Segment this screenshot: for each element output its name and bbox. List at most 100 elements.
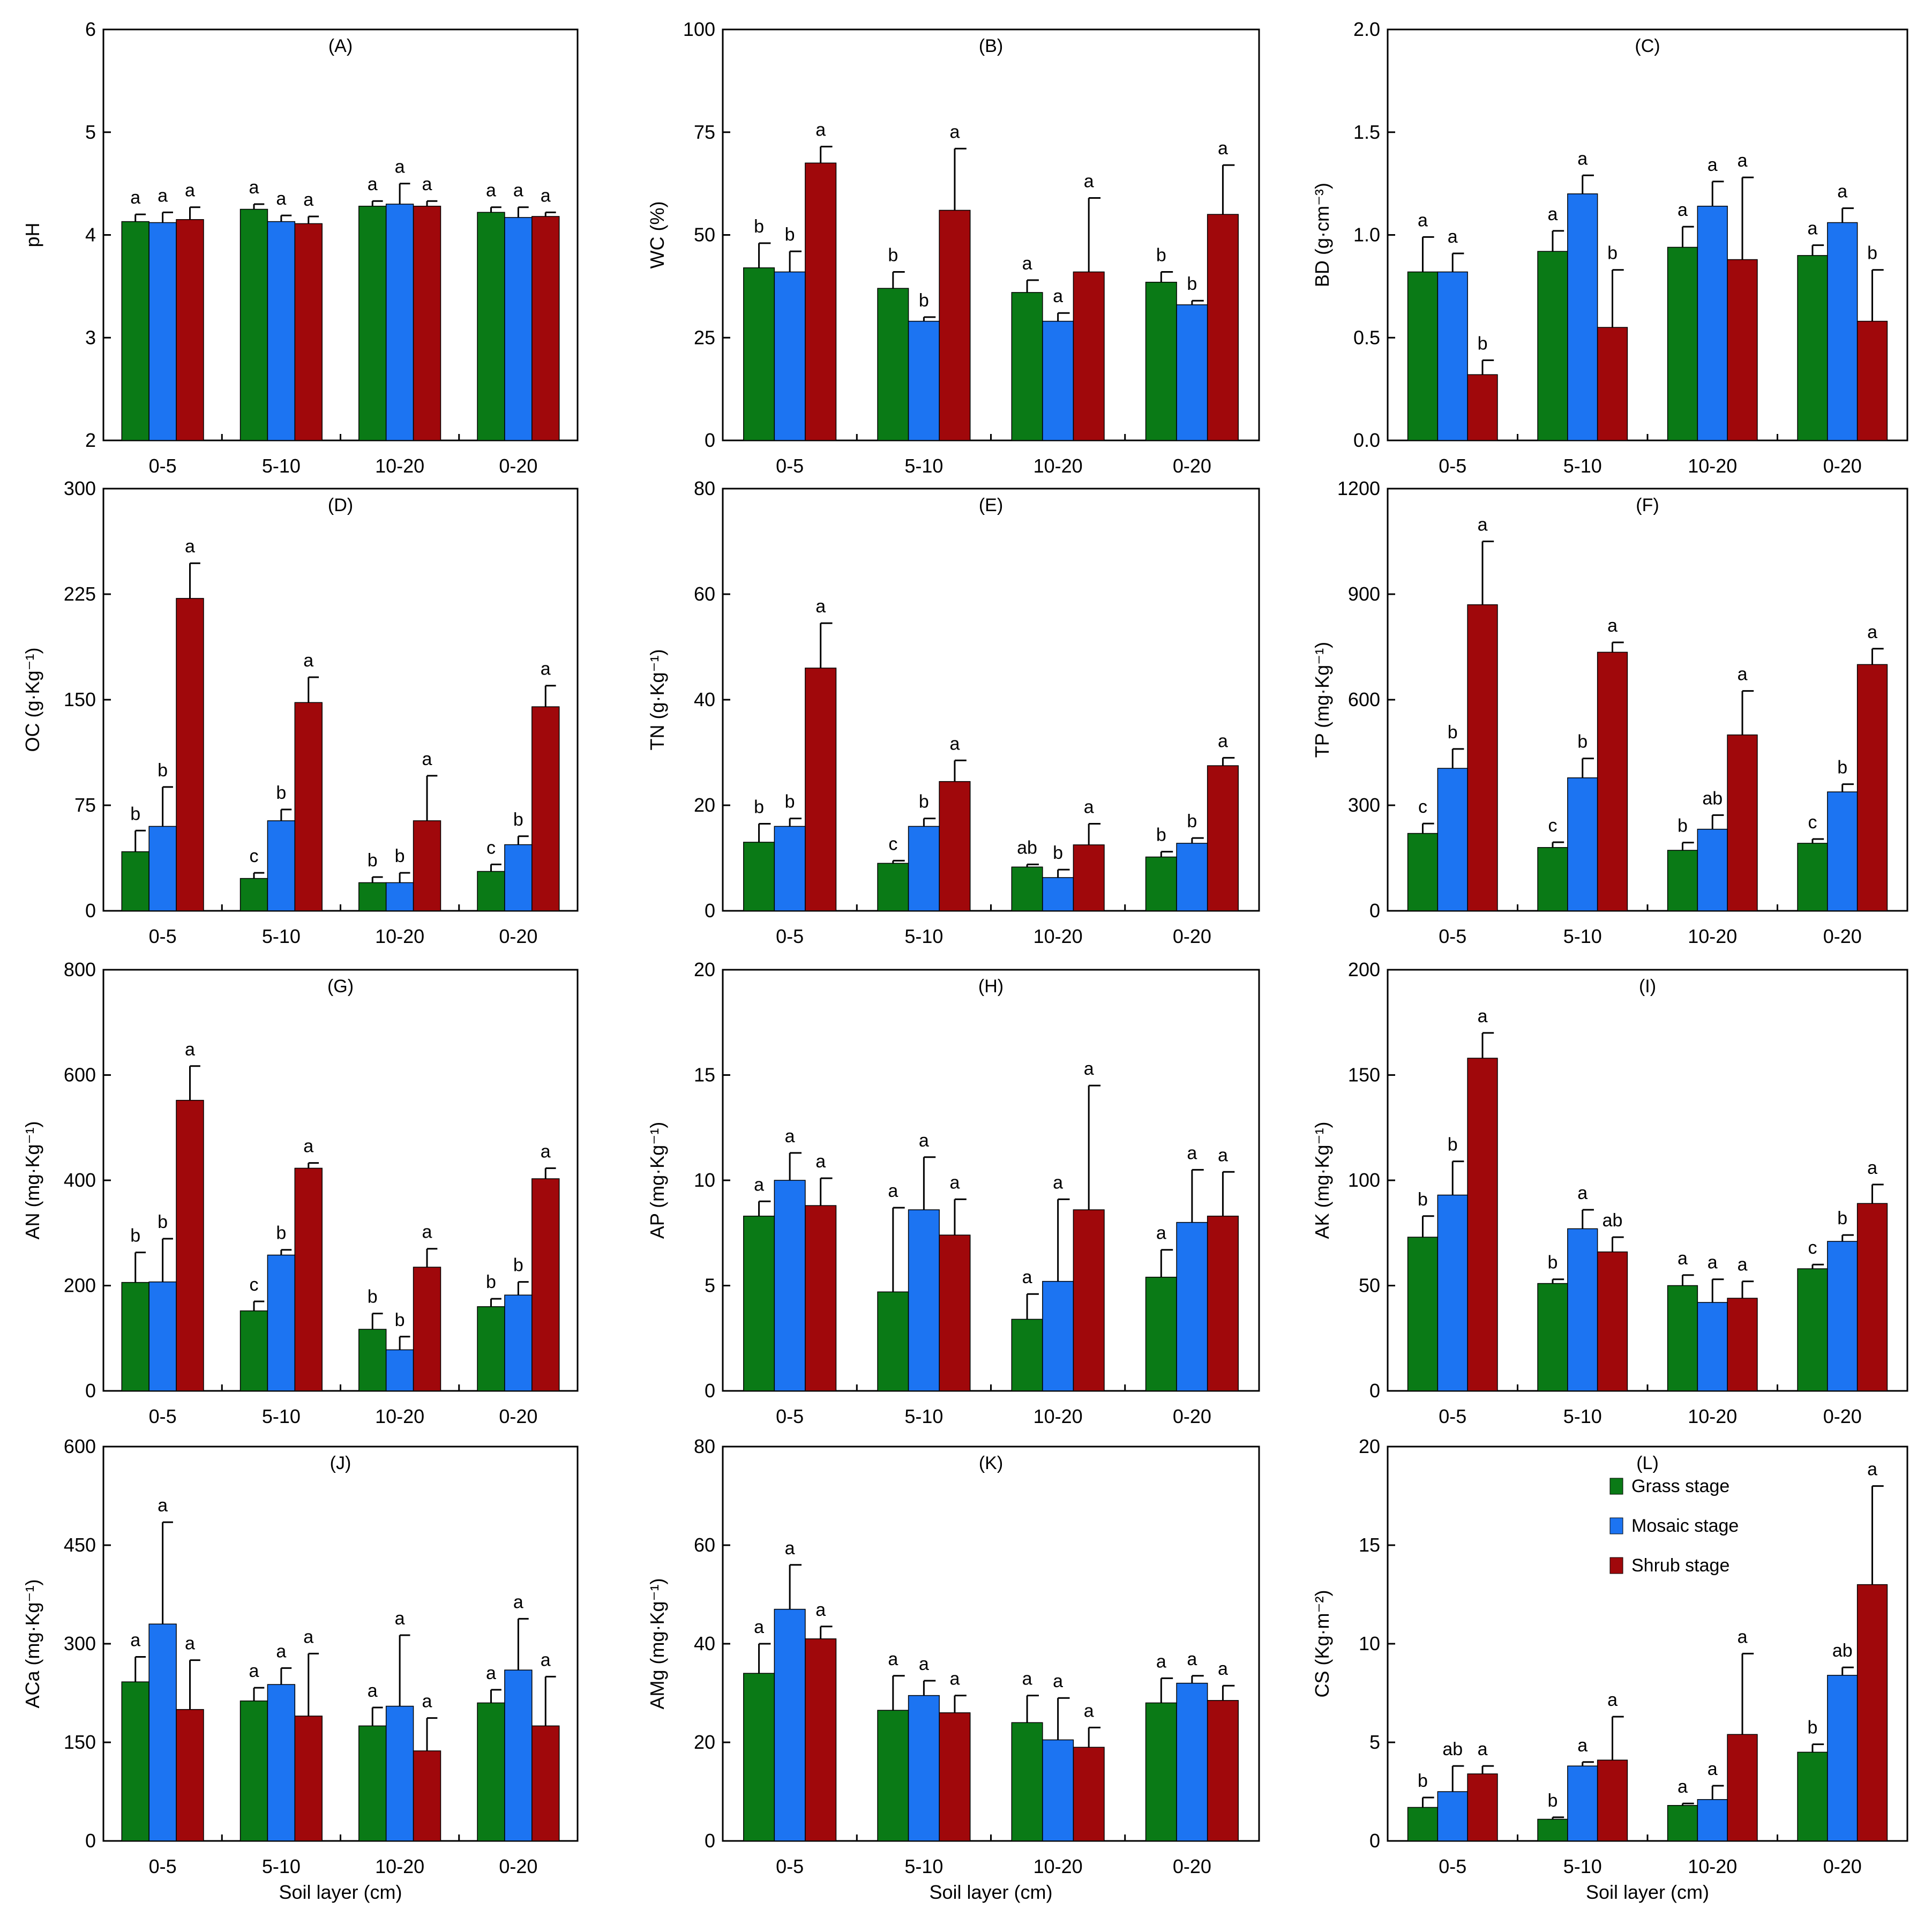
x-tick-label: 10-20 [1034,455,1083,477]
bar-G-2-2 [413,1267,441,1391]
x-tick-label: 0-20 [1823,925,1862,947]
significance-letter: a [785,1126,795,1147]
bar-K-3-1 [1176,1682,1208,1841]
significance-letter: a [130,188,140,208]
bar-H-1-2 [939,1234,971,1391]
significance-letter: a [1708,1253,1718,1273]
significance-letter: a [1022,1267,1032,1287]
significance-letter: a [276,1641,286,1661]
significance-letter: b [1867,243,1877,264]
y-axis-label: AN (mg·Kg⁻¹) [21,1121,43,1239]
x-tick-label: 0-5 [1439,925,1466,947]
x-tick-label: 5-10 [1563,925,1602,947]
y-tick-label: 1.5 [1353,121,1380,143]
panel-title: (D) [328,495,353,515]
significance-letter: a [888,1649,898,1669]
bar-C-2-2 [1727,259,1758,441]
bar-L-2-0 [1667,1805,1698,1841]
y-tick-label: 0 [705,1830,715,1852]
bar-F-2-2 [1727,734,1758,911]
y-tick-label: 600 [64,1064,96,1086]
y-tick-label: 20 [694,794,715,816]
x-tick-label: 10-20 [375,1405,424,1427]
bar-A-2-1 [385,204,414,441]
significance-letter: a [1607,616,1618,636]
significance-letter: b [130,1226,140,1246]
significance-letter: a [1548,204,1558,224]
bar-A-3-1 [504,217,533,441]
y-tick-label: 300 [64,477,96,499]
significance-letter: b [395,1310,405,1330]
bar-L-2-1 [1697,1799,1728,1841]
y-axis-label: pH [21,222,43,247]
bar-H-2-2 [1073,1209,1105,1391]
bar-A-3-2 [531,216,560,441]
significance-letter: b [1808,1718,1818,1738]
panel-title: (I) [1639,976,1656,997]
significance-letter: a [513,181,523,201]
y-tick-label: 5 [705,1275,715,1297]
x-tick-label: 0-20 [1173,455,1211,477]
significance-letter: b [1448,1135,1458,1155]
bar-B-2-2 [1073,271,1105,441]
bar-E-0-0 [743,842,775,911]
bar-G-3-2 [531,1178,560,1391]
significance-letter: a [754,1174,764,1195]
significance-letter: c [1808,812,1817,833]
significance-letter: a [130,1630,140,1651]
bar-A-0-0 [121,221,149,441]
significance-letter: a [541,185,551,206]
y-tick-label: 150 [1348,1064,1380,1086]
significance-letter: a [949,1172,960,1193]
legend-label: Shrub stage [1631,1555,1729,1576]
legend-swatch [1609,1557,1623,1574]
y-tick-label: 0.0 [1353,429,1380,451]
y-tick-label: 50 [694,224,715,246]
y-axis-label: BD (g·cm⁻³) [1311,183,1333,287]
bar-L-1-1 [1567,1765,1598,1841]
bar-I-0-1 [1437,1194,1468,1391]
x-axis-label: Soil layer (cm) [279,1881,402,1903]
y-tick-label: 60 [694,1534,715,1556]
significance-letter: a [486,181,496,201]
bar-I-2-1 [1697,1302,1728,1391]
x-tick-label: 0-20 [1173,925,1211,947]
significance-letter: a [1218,731,1228,751]
significance-letter: a [1738,151,1748,171]
bar-F-3-1 [1827,791,1858,911]
bar-C-1-1 [1567,193,1598,441]
bar-D-2-1 [385,882,414,911]
significance-letter: a [541,659,551,679]
y-tick-label: 15 [1359,1534,1380,1556]
x-tick-label: 5-10 [1563,1405,1602,1427]
bar-H-0-0 [743,1216,775,1391]
significance-letter: ab [1017,837,1037,858]
significance-letter: a [1187,1143,1197,1163]
significance-letter: b [785,224,795,245]
bar-I-2-2 [1727,1298,1758,1391]
significance-letter: a [303,1627,313,1647]
significance-letter: a [1678,1248,1688,1269]
bar-C-3-2 [1856,320,1888,441]
significance-letter: b [754,797,764,817]
significance-letter: b [919,792,929,812]
bar-I-2-0 [1667,1285,1698,1391]
y-tick-label: 0 [705,1380,715,1402]
bar-C-2-1 [1697,206,1728,441]
significance-letter: a [541,1141,551,1162]
significance-letter: c [1418,797,1427,817]
y-tick-label: 600 [1348,688,1380,710]
significance-letter: a [1053,286,1063,306]
significance-letter: a [815,120,826,140]
y-tick-label: 75 [694,121,715,143]
y-axis-label: AMg (mg·Kg⁻¹) [646,1578,668,1709]
y-tick-label: 0 [85,1830,96,1852]
significance-letter: b [1577,732,1587,752]
significance-letter: b [158,760,168,781]
bar-J-1-2 [294,1716,323,1841]
significance-letter: b [513,810,523,830]
significance-letter: a [368,174,378,194]
